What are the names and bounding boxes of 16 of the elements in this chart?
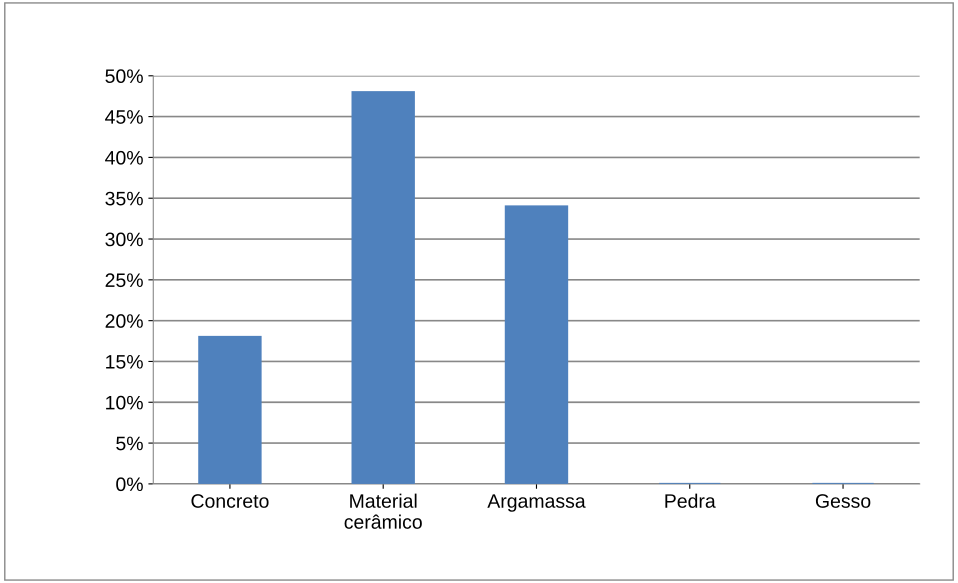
y-tick-label: 30% (105, 232, 143, 246)
x-tick-label: Concreto (191, 494, 269, 508)
y-tick-label: 25% (106, 273, 143, 288)
x-tick-label: Pedra (665, 494, 716, 508)
y-tick-label: 5% (116, 436, 143, 450)
y-tick-label: 45% (105, 110, 143, 124)
x-tick-label: Material cerâmico (344, 494, 422, 529)
x-tick-label: Argamassa (487, 494, 586, 512)
y-tick-label: 50% (105, 69, 143, 84)
y-tick-label: 40% (105, 150, 143, 165)
x-tick-label: Gesso (816, 494, 870, 508)
y-tick-label: 15% (106, 355, 143, 369)
y-tick-label: 0% (116, 477, 143, 492)
y-tick-label: 35% (105, 192, 143, 206)
y-tick-label: 10% (106, 396, 143, 410)
y-tick-label: 20% (106, 314, 143, 328)
